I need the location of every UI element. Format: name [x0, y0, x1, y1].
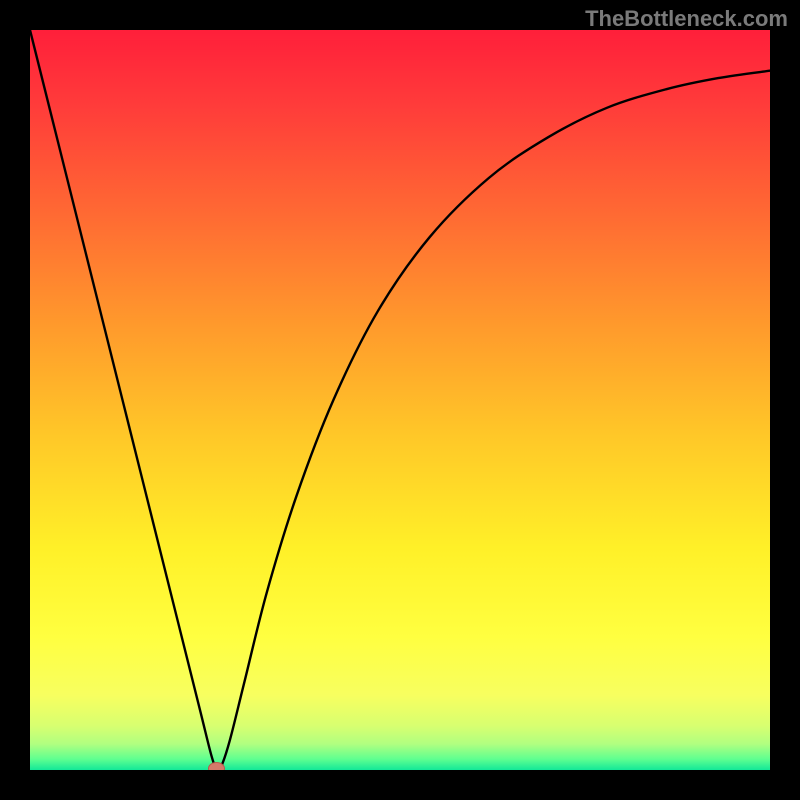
- minimum-marker: [208, 763, 224, 770]
- bottleneck-curve: [30, 30, 770, 770]
- chart-root: TheBottleneck.com: [0, 0, 800, 800]
- watermark-text: TheBottleneck.com: [585, 6, 788, 32]
- plot-area: [30, 30, 770, 770]
- curve-layer: [30, 30, 770, 770]
